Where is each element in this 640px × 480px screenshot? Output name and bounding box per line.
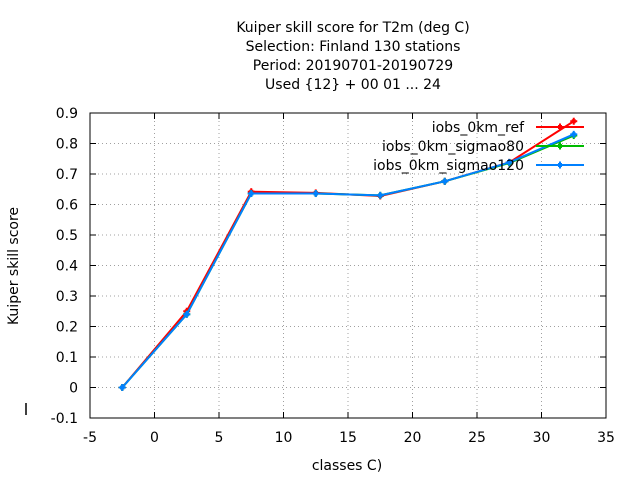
y-axis-label: Kuiper skill score [6,207,22,325]
legend-item: iobs_0km_ref [432,120,584,136]
series-iobs_0km_sigmao120 [118,130,578,391]
y-tick-label: 0 [69,381,78,397]
x-tick-label: 30 [533,430,551,446]
data-point [376,191,384,199]
data-point [247,190,255,198]
x-tick-label: 0 [150,430,159,446]
x-axis-label: classes C) [312,458,382,474]
title-line-1: Kuiper skill score for T2m (deg C) [236,20,469,36]
data-point [183,310,191,318]
y-tick-label: -0.1 [51,411,78,427]
legend-item: iobs_0km_sigmao80 [382,139,584,155]
x-tick-label: 15 [339,430,357,446]
title-line-2: Selection: Finland 130 stations [246,39,461,55]
y-tick-label: 0.7 [56,167,78,183]
y-tick-label: 0.3 [56,289,78,305]
data-point [441,177,449,185]
legend-label: iobs_0km_ref [432,120,525,136]
grid [90,113,606,418]
x-tick-label: 10 [275,430,293,446]
x-tick-label: 25 [468,430,486,446]
x-tick-label: -5 [83,430,97,446]
series [118,117,578,391]
x-tick-label: 20 [404,430,422,446]
x-tick-label: 5 [215,430,224,446]
data-point [570,130,578,138]
y-tick-label: 0.5 [56,228,78,244]
y-tick-labels: -0.1 0 0.1 0.2 0.3 0.4 0.5 0.6 0.7 0.8 0.9 [51,106,78,427]
y-tick-label: 0.8 [56,137,78,153]
series-line [121,133,575,389]
data-point [570,117,578,125]
legend-label: iobs_0km_sigmao80 [382,139,524,155]
data-point [312,190,320,198]
data-point [505,158,513,166]
title-line-3: Period: 20190701-20190729 [253,58,453,74]
data-point [118,384,126,391]
chart-title: Kuiper skill score for T2m (deg C) Selec… [236,20,469,93]
legend-item: iobs_0km_sigmao120 [373,158,584,174]
plot-border [89,112,607,419]
x-tick-labels: -5 0 5 10 15 20 25 30 35 [83,430,615,446]
y-tick-label: 0.1 [56,350,78,366]
legend-label: iobs_0km_sigmao120 [373,158,524,174]
title-line-4: Used {12} + 00 01 ... 24 [265,77,441,93]
legend: iobs_0km_ref iobs_0km_sigmao80 iobs_0km_si… [373,120,584,174]
y-tick-label: 0.9 [56,106,78,122]
y-tick-label: 0.4 [56,259,78,275]
y-tick-label: 0.2 [56,320,78,336]
y-tick-label: 0.6 [56,198,78,214]
x-tick-label: 35 [597,430,615,446]
